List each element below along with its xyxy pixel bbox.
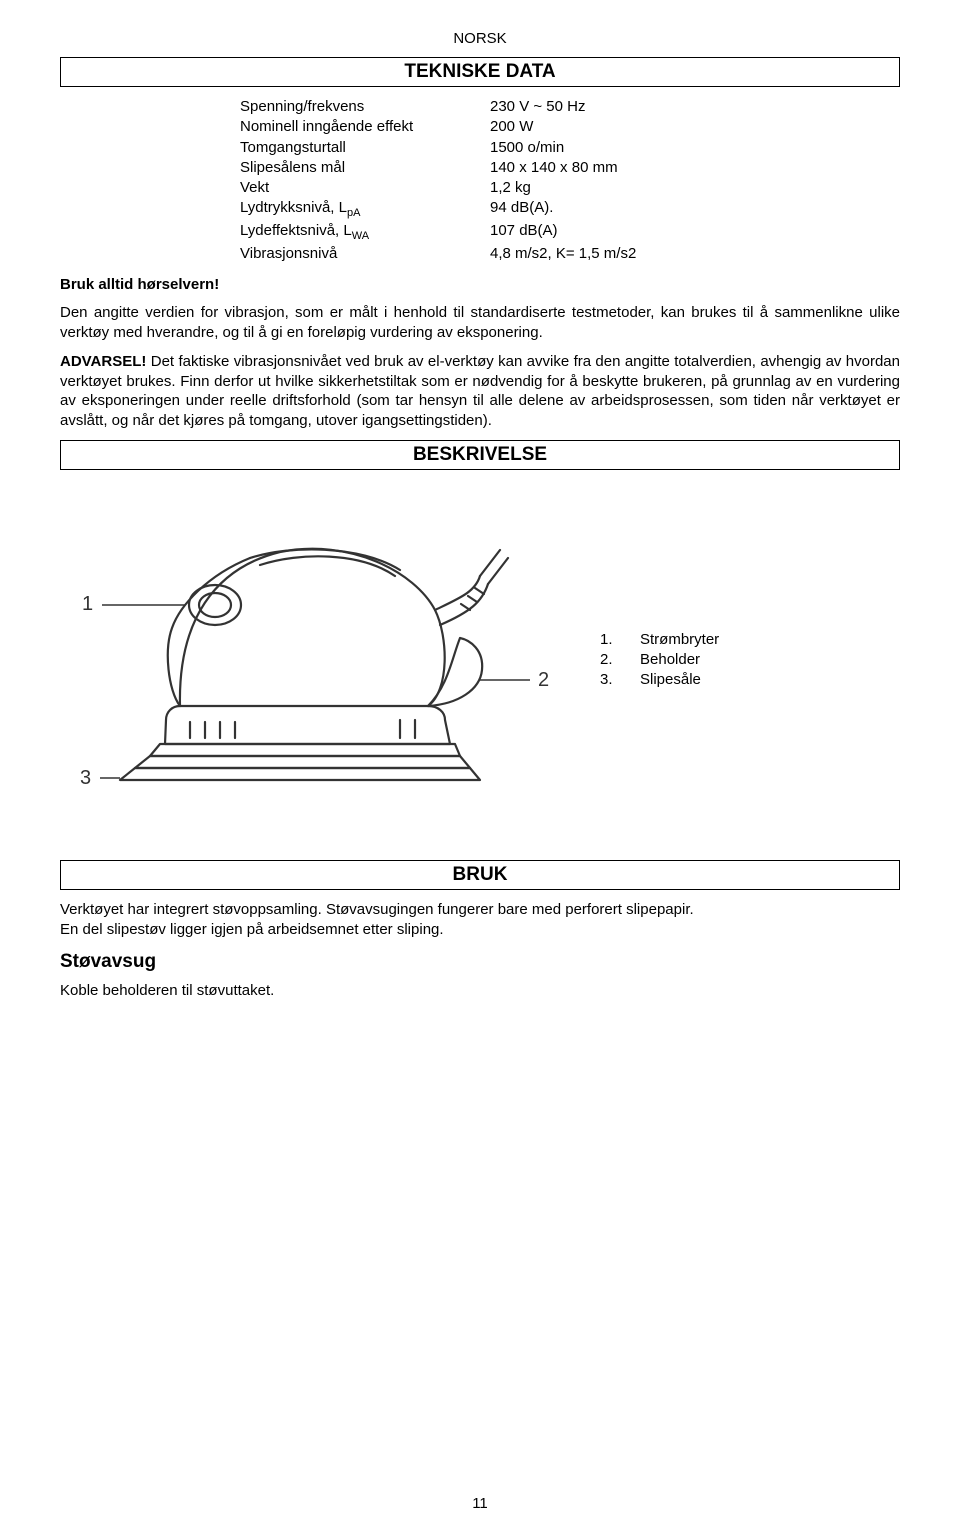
svg-text:3: 3 [80, 767, 91, 789]
spec-row: Spenning/frekvens 230 V ~ 50 Hz [240, 97, 900, 117]
spec-label: Lydtrykksnivå, LpA [240, 198, 490, 221]
sander-illustration: 1 2 3 [60, 490, 560, 830]
bruk-paragraph-1: Verktøyet har integrert støvoppsamling. … [60, 900, 900, 920]
subsection-title-stovavsug: Støvavsug [60, 951, 900, 973]
page-language-header: NORSK [60, 30, 900, 47]
spec-value: 1500 o/min [490, 138, 564, 158]
legend-number: 3. [600, 670, 640, 690]
spec-row: Slipesålens mål 140 x 140 x 80 mm [240, 158, 900, 178]
spec-label: Spenning/frekvens [240, 97, 490, 117]
section-title-beskrivelse: BESKRIVELSE [60, 440, 900, 470]
spec-value: 1,2 kg [490, 178, 531, 198]
legend-number: 1. [600, 630, 640, 650]
warning-text: Det faktiske vibrasjonsnivået ved bruk a… [60, 353, 900, 429]
spec-value: 94 dB(A). [490, 198, 553, 221]
spec-row: Lydtrykksnivå, LpA 94 dB(A). [240, 198, 900, 221]
spec-value: 4,8 m/s2, K= 1,5 m/s2 [490, 244, 636, 264]
spec-value: 107 dB(A) [490, 221, 558, 244]
page-number: 11 [0, 1495, 960, 1512]
spec-row: Tomgangsturtall 1500 o/min [240, 138, 900, 158]
spec-label: Lydeffektsnivå, LWA [240, 221, 490, 244]
hearing-protection-note: Bruk alltid hørselvern! [60, 276, 900, 293]
spec-row: Nominell inngående effekt 200 W [240, 117, 900, 137]
legend-item: 1. Strømbryter [600, 630, 719, 650]
spec-value: 230 V ~ 50 Hz [490, 97, 585, 117]
figure-row: 1 2 3 1. Strømbryter 2. Beholder 3. Slip… [60, 490, 900, 830]
vibration-warning-paragraph: ADVARSEL! Det faktiske vibrasjonsnivået … [60, 352, 900, 430]
spec-table: Spenning/frekvens 230 V ~ 50 Hz Nominell… [240, 97, 900, 264]
spec-value: 200 W [490, 117, 533, 137]
spec-row: Vibrasjonsnivå 4,8 m/s2, K= 1,5 m/s2 [240, 244, 900, 264]
section-title-tekniske: TEKNISKE DATA [60, 57, 900, 87]
vibration-paragraph-1: Den angitte verdien for vibrasjon, som e… [60, 303, 900, 342]
spec-label: Vekt [240, 178, 490, 198]
legend-label: Slipesåle [640, 670, 701, 690]
spec-row: Vekt 1,2 kg [240, 178, 900, 198]
legend-label: Strømbryter [640, 630, 719, 650]
legend-number: 2. [600, 650, 640, 670]
spec-label: Slipesålens mål [240, 158, 490, 178]
spec-label: Vibrasjonsnivå [240, 244, 490, 264]
figure-legend: 1. Strømbryter 2. Beholder 3. Slipesåle [600, 630, 719, 691]
stovavsug-text: Koble beholderen til støvuttaket. [60, 981, 900, 1001]
warning-label: ADVARSEL! [60, 353, 146, 370]
spec-value: 140 x 140 x 80 mm [490, 158, 618, 178]
spec-label: Nominell inngående effekt [240, 117, 490, 137]
svg-text:2: 2 [538, 669, 549, 691]
spec-label: Tomgangsturtall [240, 138, 490, 158]
legend-item: 3. Slipesåle [600, 670, 719, 690]
spec-row: Lydeffektsnivå, LWA 107 dB(A) [240, 221, 900, 244]
bruk-paragraph-2: En del slipestøv ligger igjen på arbeids… [60, 920, 900, 940]
svg-text:1: 1 [82, 593, 93, 615]
legend-label: Beholder [640, 650, 700, 670]
legend-item: 2. Beholder [600, 650, 719, 670]
section-title-bruk: BRUK [60, 860, 900, 890]
